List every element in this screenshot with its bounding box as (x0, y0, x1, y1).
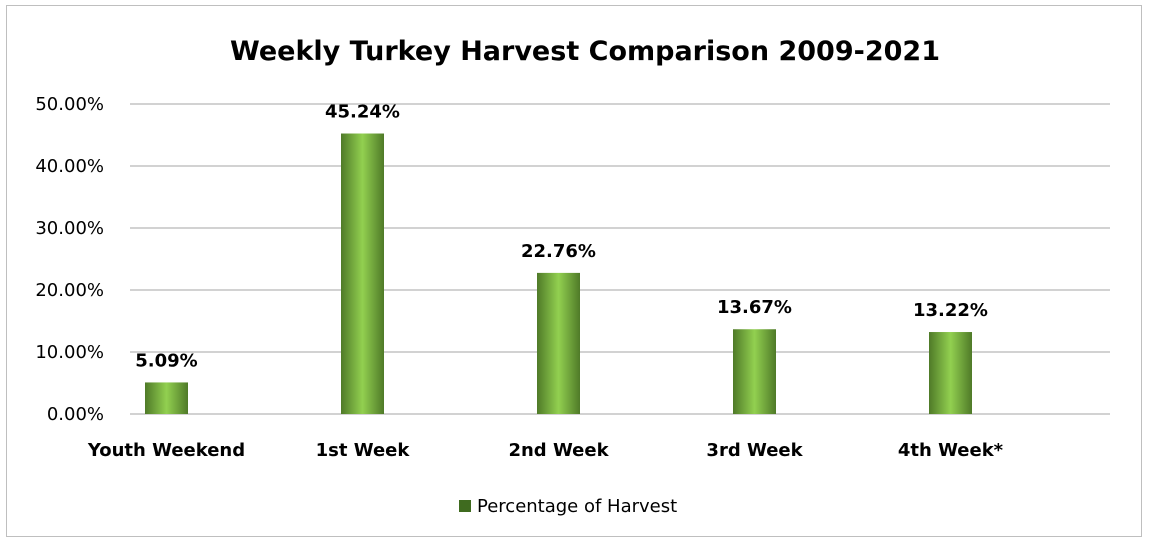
x-category-label: Youth Weekend (87, 440, 245, 461)
y-tick-label: 0.00% (47, 404, 104, 425)
y-tick-label: 40.00% (35, 156, 104, 177)
y-tick-label: 50.00% (35, 94, 104, 115)
bar (733, 329, 776, 414)
data-label: 22.76% (521, 241, 596, 262)
bar (145, 382, 188, 414)
bar (537, 272, 580, 414)
bars (145, 133, 972, 414)
y-tick-label: 20.00% (35, 280, 104, 301)
legend: Percentage of Harvest (459, 496, 677, 517)
data-label: 13.67% (717, 297, 792, 318)
y-axis-ticks: 0.00% 10.00% 20.00% 30.00% 40.00% 50.00% (35, 94, 104, 425)
x-category-label: 3rd Week (706, 440, 803, 461)
x-category-label: 1st Week (316, 440, 411, 461)
data-label: 45.24% (325, 102, 400, 123)
chart-title: Weekly Turkey Harvest Comparison 2009-20… (230, 36, 940, 67)
legend-swatch (459, 500, 471, 512)
y-tick-label: 10.00% (35, 342, 104, 363)
data-labels: 5.09% 45.24% 22.76% 13.67% 13.22% (135, 102, 988, 372)
y-tick-label: 30.00% (35, 218, 104, 239)
x-category-label: 4th Week* (898, 440, 1004, 461)
x-category-label: 2nd Week (508, 440, 609, 461)
chart-frame (6, 5, 1142, 537)
data-label: 13.22% (913, 300, 988, 321)
x-axis-categories: Youth Weekend 1st Week 2nd Week 3rd Week 4th… (87, 440, 1004, 461)
data-label: 5.09% (135, 350, 197, 371)
bar (929, 332, 972, 414)
bar (341, 133, 384, 414)
legend-label: Percentage of Harvest (477, 496, 677, 517)
